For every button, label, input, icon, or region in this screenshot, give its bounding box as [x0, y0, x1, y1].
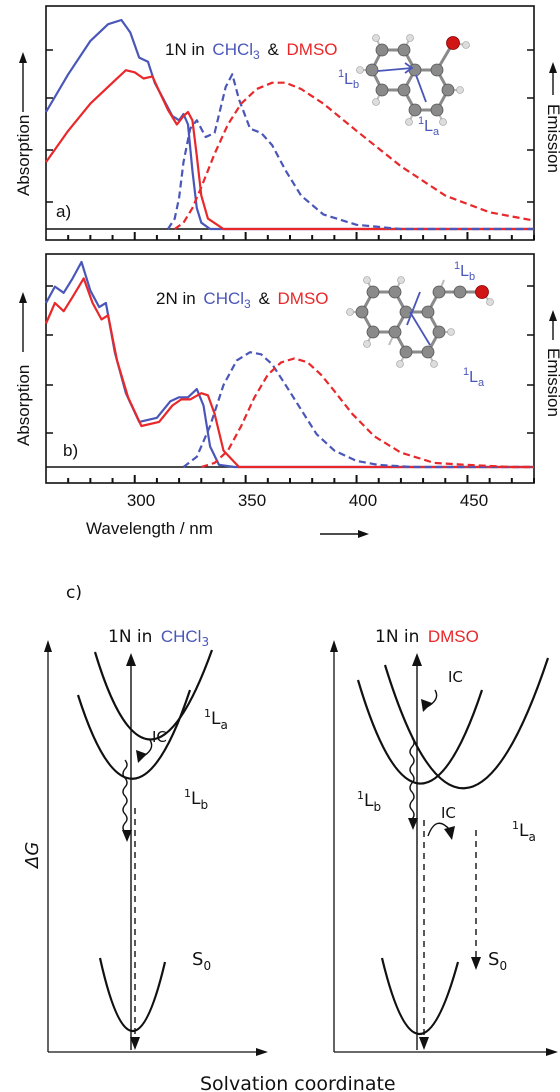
panel-b: b) 2N in CHCl3 & DMSO Absorption Emissio… — [14, 253, 560, 538]
panel-c-xaxis-label: Solvation coordinate — [200, 1073, 396, 1092]
panel-a-mol-label-lb: 1Lb — [338, 68, 359, 91]
series-chcl3-emission — [182, 351, 534, 469]
panel-a-y-ticks-right — [527, 49, 534, 203]
panel-c-left-s0: S0 — [192, 949, 211, 973]
panel-c-right-y-arrow — [330, 640, 338, 652]
x-axis-arrow — [320, 530, 369, 538]
panel-a-y-ticks-left — [46, 49, 53, 203]
panel-c-left-ic: IC — [152, 728, 167, 746]
panel-b-series — [44, 260, 534, 469]
series-dmso-emission — [200, 357, 534, 469]
panel-b-ylabel: Absorption — [14, 365, 33, 446]
panel-c-left-axes — [47, 650, 258, 1053]
panel-c-tag: c) — [66, 583, 82, 603]
x-tick-label: 400 — [349, 491, 377, 510]
pes-s0 — [380, 957, 460, 1036]
panel-c-right-ic-mid: IC — [441, 804, 456, 822]
molecule-1n: 1Lb 1La — [338, 34, 470, 138]
panel-c-right-arrowheads — [408, 653, 481, 1050]
pes-la — [93, 649, 214, 741]
panel-b-title: 2N in CHCl3 & DMSO — [156, 289, 329, 312]
panel-c-left-x-arrow — [256, 1048, 268, 1056]
panel-a-mol-label-la: 1La — [418, 115, 440, 138]
panel-c-yaxis-label: ΔG — [22, 842, 43, 870]
panel-c-right-la: 1La — [512, 819, 536, 844]
panel-c-right-diagram — [356, 657, 550, 1036]
oxygen-atom — [446, 36, 460, 50]
panel-b-y-ticks-right — [527, 285, 534, 434]
panel-c-left-y-arrow — [44, 640, 52, 652]
x-tick-label: 450 — [460, 491, 488, 510]
panel-a-series — [45, 18, 535, 231]
panel-c: c) 1N in CHCl3 1N in DMSO ΔG Solvation c… — [22, 583, 558, 1092]
panel-b-y-ticks-left — [46, 285, 53, 434]
panel-b-y2label: Emission — [544, 348, 560, 417]
panel-c-right-title: 1N in DMSO — [375, 627, 479, 647]
panel-c-left-lb: 1Lb — [184, 787, 208, 812]
panel-c-right-arrows — [409, 663, 477, 1050]
panel-c-right-lb: 1Lb — [357, 789, 381, 814]
panel-a-y2label-arrow — [549, 62, 557, 95]
panel-c-left-la: 1La — [204, 707, 228, 732]
panel-c-right-x-arrow — [546, 1048, 558, 1056]
panel-b-y2label-arrow — [549, 310, 557, 340]
panel-c-left-arrowheads — [122, 653, 147, 1050]
series-chcl3-emission — [167, 73, 534, 231]
pes-s0 — [98, 957, 167, 1032]
panel-a-title: 1N in CHCl3 & DMSO — [165, 40, 338, 63]
series-dmso-absorption — [44, 277, 534, 469]
panel-c-left-title: 1N in CHCl3 — [108, 627, 209, 649]
x-tick-label: 350 — [238, 491, 266, 510]
x-axis-label: Wavelength / nm — [86, 519, 213, 538]
panel-b-mol-label-lb: 1Lb — [454, 260, 475, 283]
molecule-2n: 1Lb 1La — [346, 260, 494, 389]
panel-b-ylabel-arrow — [19, 292, 27, 352]
oxygen-atom — [475, 285, 489, 299]
panel-c-right-axes — [333, 650, 548, 1053]
series-dmso-emission — [174, 81, 535, 230]
panel-a-x-ticks — [67, 232, 535, 240]
panel-c-right-s0: S0 — [488, 949, 507, 973]
x-tick-label: 300 — [127, 491, 155, 510]
panel-a-y2label: Emission — [544, 104, 560, 173]
pes-lb — [356, 679, 484, 785]
panel-a: a) 1N in CHCl3 & DMSO Absorption Emissio… — [14, 5, 560, 241]
panel-a-ylabel-arrow — [19, 52, 27, 112]
panel-b-tag: b) — [63, 441, 78, 460]
pes-la — [383, 657, 550, 790]
pes-lb — [76, 689, 192, 780]
panel-c-left-arrows — [122, 663, 153, 1050]
panel-a-tag: a) — [56, 202, 71, 221]
panel-b-mol-label-la: 1La — [463, 366, 485, 389]
x-tick-labels: 300 350 400 450 — [127, 491, 488, 510]
panel-b-x-ticks — [67, 475, 535, 483]
panel-c-right-ic-top: IC — [448, 668, 463, 686]
panel-c-left-diagram — [76, 649, 214, 1032]
series-dmso-absorption — [45, 69, 534, 231]
panel-a-ylabel: Absorption — [14, 115, 33, 196]
